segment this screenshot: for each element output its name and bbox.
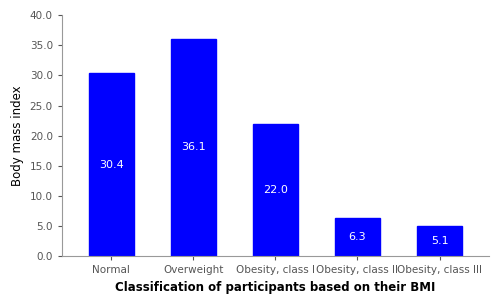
Text: 22.0: 22.0 [263, 185, 288, 195]
Text: 36.1: 36.1 [181, 142, 206, 152]
Y-axis label: Body mass index: Body mass index [11, 85, 24, 186]
Text: 5.1: 5.1 [431, 236, 448, 246]
Bar [417, 226, 462, 256]
Text: 6.3: 6.3 [348, 232, 366, 242]
X-axis label: Classification of participants based on their BMI: Classification of participants based on … [115, 281, 436, 294]
Bar [335, 218, 380, 256]
Bar [253, 124, 298, 256]
Bar [88, 73, 134, 256]
Text: 30.4: 30.4 [98, 160, 124, 170]
Bar [170, 39, 216, 256]
